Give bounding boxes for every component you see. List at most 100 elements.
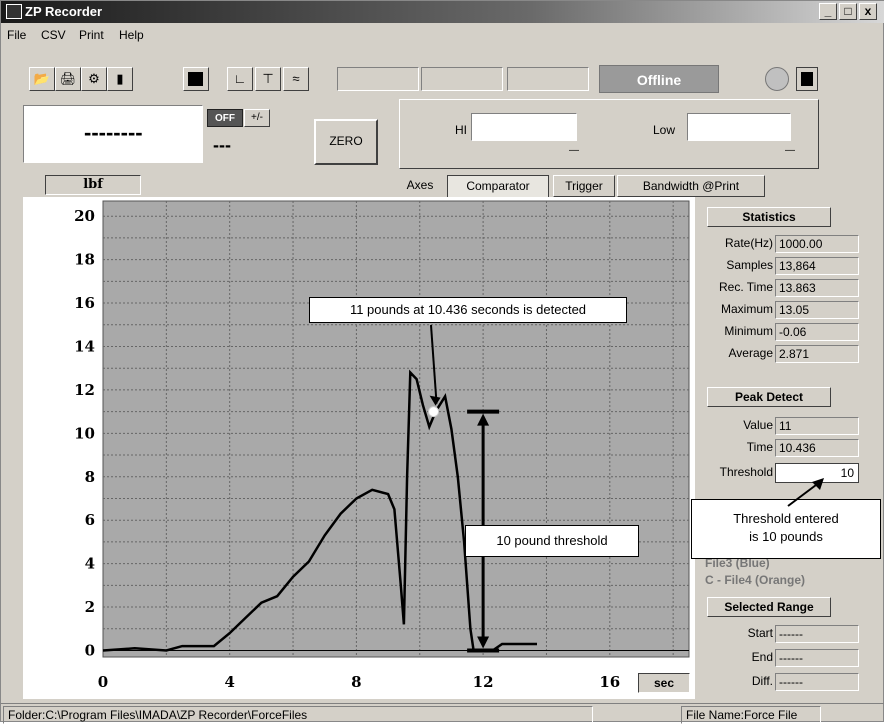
hi-input[interactable] bbox=[471, 113, 577, 141]
range-value: ------ bbox=[775, 625, 859, 643]
stat-value: 2.871 bbox=[775, 345, 859, 363]
menu-help[interactable]: Help bbox=[119, 28, 144, 42]
toolbar-slot bbox=[507, 67, 589, 91]
tab-trigger[interactable]: Trigger bbox=[553, 175, 615, 197]
threshold-arrow bbox=[787, 478, 824, 507]
detect-arrow bbox=[430, 324, 438, 404]
chart-svg: 0 2 4 6 8 10 12 14 16 18 20 0 4 8 12 16 bbox=[74, 200, 690, 691]
range-value: ------ bbox=[775, 649, 859, 667]
stat-label: Rate(Hz) bbox=[724, 236, 773, 250]
stat-value: 13,864 bbox=[775, 257, 859, 275]
menu-csv[interactable]: CSV bbox=[41, 28, 66, 42]
zero-button[interactable]: ZERO bbox=[314, 119, 378, 165]
threshold-label: Threshold bbox=[719, 465, 773, 479]
hi-label: HI bbox=[455, 123, 467, 137]
x-tick-label: 0 bbox=[98, 673, 108, 691]
menu-file[interactable]: File bbox=[7, 28, 27, 42]
status-file: File Name:Force File bbox=[681, 706, 821, 724]
peak-detect-header: Peak Detect bbox=[707, 387, 831, 407]
stat-value: 13.863 bbox=[775, 279, 859, 297]
x-tick-label: 8 bbox=[351, 673, 361, 691]
tab-bandwidth-print[interactable]: Bandwidth @Print bbox=[617, 175, 765, 197]
cursor-graph-icon[interactable]: ⊤ bbox=[255, 67, 281, 91]
range-label: End bbox=[751, 650, 773, 664]
status-offline: Offline bbox=[599, 65, 719, 93]
title-bar: ZP Recorder _ □ x bbox=[1, 1, 884, 23]
open-file-icon[interactable]: 📂 bbox=[29, 67, 55, 91]
stat-label: Average bbox=[728, 346, 773, 360]
bars-icon[interactable]: ▮ bbox=[107, 67, 133, 91]
time-unit-button[interactable]: sec bbox=[638, 673, 690, 693]
y-tick-label: 18 bbox=[74, 251, 95, 269]
y-tick-label: 14 bbox=[74, 337, 95, 355]
series-line bbox=[102, 369, 537, 652]
stat-label: Minimum bbox=[724, 324, 773, 338]
menu-print[interactable]: Print bbox=[79, 28, 104, 42]
peak-value: 10.436 bbox=[775, 439, 859, 457]
selected-range-header: Selected Range bbox=[707, 597, 831, 617]
statistics-header: Statistics bbox=[707, 207, 831, 227]
stat-label: Maximum bbox=[720, 302, 773, 316]
sign-toggle-button[interactable]: +/- bbox=[244, 109, 270, 127]
off-button[interactable]: OFF bbox=[207, 109, 243, 127]
toolbar-slot bbox=[421, 67, 503, 91]
x-tick-label: 12 bbox=[473, 673, 494, 691]
y-tick-label: 20 bbox=[74, 207, 95, 225]
y-tick-label: 4 bbox=[85, 555, 95, 573]
statistics-panel: Statistics Rate(Hz) 1000.00 Samples 13,864 R… bbox=[695, 199, 865, 699]
file3-radio[interactable]: File3 (Blue) bbox=[705, 556, 770, 570]
plot-area bbox=[102, 200, 690, 658]
app-icon bbox=[6, 4, 22, 19]
peak-label: Time bbox=[746, 440, 773, 454]
maximize-button[interactable]: □ bbox=[839, 3, 857, 20]
window-title: ZP Recorder bbox=[25, 4, 103, 19]
range-label: Diff. bbox=[751, 674, 773, 688]
threshold-arrow-up bbox=[477, 413, 490, 426]
hi-value: — bbox=[569, 145, 579, 156]
status-bar: Folder:C:\Program Files\IMADA\ZP Recorde… bbox=[1, 703, 884, 724]
settings-icon[interactable]: ⚙ bbox=[81, 67, 107, 91]
range-label: Start bbox=[747, 626, 773, 640]
unit-button[interactable]: lbf bbox=[45, 175, 141, 195]
record-button[interactable] bbox=[765, 67, 789, 91]
low-input[interactable] bbox=[687, 113, 791, 141]
detect-arrow-head bbox=[429, 395, 441, 406]
y-tick-label: 2 bbox=[85, 598, 95, 616]
y-tick-label: 0 bbox=[85, 641, 95, 659]
threshold-callout: 10 pound threshold bbox=[465, 525, 639, 557]
stop-icon[interactable] bbox=[183, 67, 209, 91]
stat-value: 13.05 bbox=[775, 301, 859, 319]
y-tick-label: 6 bbox=[85, 511, 95, 529]
status-folder: Folder:C:\Program Files\IMADA\ZP Recorde… bbox=[3, 706, 593, 724]
toolbar-slot bbox=[337, 67, 419, 91]
y-tick-label: 8 bbox=[85, 468, 95, 486]
readout-value: -------- bbox=[84, 120, 143, 145]
readout-secondary: --- bbox=[213, 135, 231, 155]
file4-radio[interactable]: C - File4 (Orange) bbox=[705, 573, 806, 587]
close-button[interactable]: x bbox=[859, 3, 877, 20]
y-tick-label: 16 bbox=[74, 294, 95, 312]
tab-axes[interactable]: Axes bbox=[406, 178, 434, 192]
threshold-entered-callout: Threshold entered is 10 pounds bbox=[691, 499, 881, 559]
y-tick-label: 10 bbox=[74, 424, 95, 442]
threshold-arrow-down bbox=[477, 636, 490, 649]
x-tick-label: 4 bbox=[224, 673, 234, 691]
tab-comparator[interactable]: Comparator bbox=[447, 175, 549, 197]
peak-value: 11 bbox=[775, 417, 859, 435]
print-icon[interactable]: 🖨 bbox=[55, 67, 81, 91]
detect-callout: 11 pounds at 10.436 seconds is detected bbox=[309, 297, 627, 323]
peak-graph-icon[interactable]: ≈ bbox=[283, 67, 309, 91]
x-tick-label: 16 bbox=[599, 673, 620, 691]
low-label: Low bbox=[653, 123, 676, 137]
range-value: ------ bbox=[775, 673, 859, 691]
y-tick-label: 12 bbox=[74, 381, 95, 399]
stat-value: -0.06 bbox=[775, 323, 859, 341]
graph-icon[interactable]: ∟ bbox=[227, 67, 253, 91]
detected-point bbox=[428, 406, 440, 418]
stop-button[interactable] bbox=[796, 67, 818, 91]
chart: 0 2 4 6 8 10 12 14 16 18 20 0 4 8 12 16 bbox=[23, 197, 695, 699]
minimize-button[interactable]: _ bbox=[819, 3, 837, 20]
stat-label: Rec. Time bbox=[718, 280, 773, 294]
low-value: — bbox=[785, 145, 795, 156]
